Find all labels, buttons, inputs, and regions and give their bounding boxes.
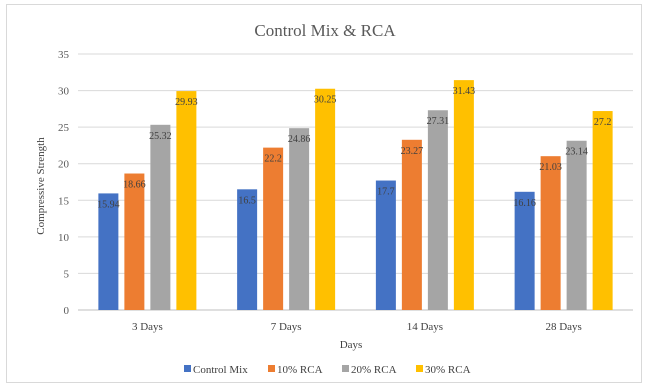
bars xyxy=(98,80,613,311)
data-label: 17.7 xyxy=(377,187,395,198)
y-tick-label: 10 xyxy=(58,232,70,244)
bar xyxy=(514,191,535,310)
data-label: 24.86 xyxy=(288,134,311,145)
data-label: 22.2 xyxy=(264,154,282,165)
y-tick-label: 25 xyxy=(58,122,70,134)
legend-swatch xyxy=(184,365,191,372)
data-label: 23.14 xyxy=(565,147,588,158)
data-label: 31.43 xyxy=(453,86,476,97)
y-tick-label: 5 xyxy=(64,268,70,280)
y-tick-label: 15 xyxy=(58,195,70,207)
legend: Control Mix 10% RCA 20% RCA 30% RCA xyxy=(184,364,471,376)
x-axis-ticks: 3 Days 7 Days 14 Days 28 Days xyxy=(132,321,582,333)
chart-frame: Control Mix & RCA Compressive Strength D… xyxy=(6,4,642,383)
legend-swatch xyxy=(342,365,349,372)
data-label: 30.25 xyxy=(314,95,337,106)
y-axis-label: Compressive Strength xyxy=(35,137,47,235)
legend-label: 10% RCA xyxy=(277,364,323,376)
bar xyxy=(592,111,613,311)
bar xyxy=(566,140,587,310)
data-label: 16.5 xyxy=(238,195,256,206)
bar xyxy=(401,139,422,310)
data-label: 27.31 xyxy=(427,116,450,127)
data-label: 15.94 xyxy=(97,199,120,210)
y-tick-label: 30 xyxy=(58,86,70,98)
x-tick-label: 14 Days xyxy=(407,321,443,333)
x-tick-label: 28 Days xyxy=(545,321,581,333)
data-label: 23.27 xyxy=(401,146,424,157)
y-axis-ticks: 0 5 10 15 20 25 30 35 xyxy=(58,49,70,317)
bar xyxy=(176,91,197,310)
legend-swatch xyxy=(268,365,275,372)
bar xyxy=(289,128,310,310)
bar xyxy=(98,193,119,310)
data-label: 29.93 xyxy=(175,97,198,108)
bar xyxy=(150,124,171,311)
bar xyxy=(427,110,448,310)
legend-label: 30% RCA xyxy=(425,364,471,376)
bar xyxy=(124,173,145,310)
bar xyxy=(540,156,561,310)
x-axis-label: Days xyxy=(340,339,363,351)
legend-swatch xyxy=(416,365,423,372)
chart-title: Control Mix & RCA xyxy=(254,21,396,40)
legend-label: 20% RCA xyxy=(351,364,397,376)
bar xyxy=(237,189,258,310)
legend-label: Control Mix xyxy=(193,364,248,376)
data-label: 16.16 xyxy=(513,198,536,209)
bar xyxy=(315,88,336,310)
y-tick-label: 0 xyxy=(64,305,70,317)
gridlines xyxy=(78,53,633,311)
x-tick-label: 7 Days xyxy=(271,321,302,333)
x-tick-label: 3 Days xyxy=(132,321,163,333)
data-label: 21.03 xyxy=(539,162,562,173)
bar xyxy=(453,80,474,310)
data-label: 25.32 xyxy=(149,131,172,142)
y-tick-label: 20 xyxy=(58,159,70,171)
data-label: 18.66 xyxy=(123,180,146,191)
bar-chart: Control Mix & RCA Compressive Strength D… xyxy=(35,21,633,376)
bar xyxy=(375,180,396,310)
bar xyxy=(263,147,284,310)
y-tick-label: 35 xyxy=(58,49,70,61)
data-label: 27.2 xyxy=(594,117,612,128)
